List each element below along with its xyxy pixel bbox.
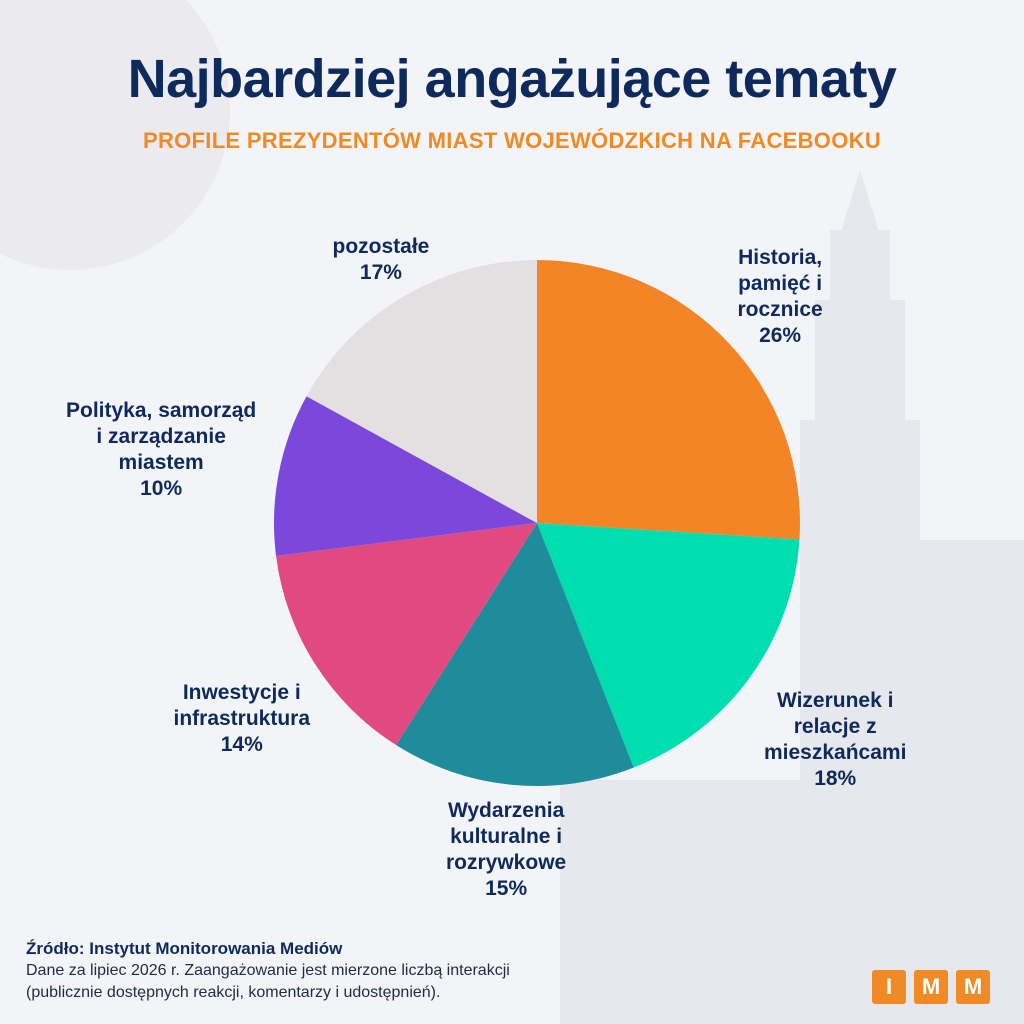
source-title: Źródło: Instytut Monitorowania Mediów <box>26 939 343 958</box>
facebook-watermark-icon <box>0 0 230 270</box>
page-subtitle: PROFILE PREZYDENTÓW MIAST WOJEWÓDZKICH N… <box>142 128 882 153</box>
slice-label-text: Wizerunek i relacje z mieszkańcami <box>764 689 907 764</box>
slice-value-label: 18% <box>814 767 857 790</box>
slice-label-text: Polityka, samorząd i zarządzanie miastem <box>66 399 257 474</box>
slice-label: Wizerunek i relacje z mieszkańcami 18% <box>764 688 906 792</box>
slice-label-text: pozostałe <box>332 235 430 258</box>
slice-value-label: 14% <box>220 733 263 756</box>
slice-value-label: 15% <box>485 877 528 900</box>
slice-label: Wydarzenia kulturalne i rozrywkowe 15% <box>446 798 566 902</box>
slice-label-text: Inwestycje i infrastruktura <box>173 681 311 730</box>
logo-letter: M <box>914 970 948 1004</box>
slice-label: Historia, pamięć i rocznice 26% <box>738 245 823 349</box>
page-title: Najbardziej angażujące tematy <box>127 49 897 109</box>
note-line-1: Dane za lipiec 2026 r. Zaangażowanie jes… <box>26 962 510 979</box>
logo-letter: M <box>956 970 990 1004</box>
pie-slice <box>274 396 537 556</box>
slice-label: Inwestycje i infrastruktura 14% <box>174 680 311 758</box>
pie-slice <box>276 523 537 746</box>
pie-slice <box>537 260 800 540</box>
slice-label-text: Wydarzenia kulturalne i rozrywkowe <box>446 799 567 874</box>
logo-letter: I <box>872 970 906 1004</box>
slice-value-label: 26% <box>759 324 802 347</box>
slice-value-label: 17% <box>359 261 402 284</box>
pie-slice <box>306 260 537 523</box>
slice-label: pozostałe 17% <box>333 234 430 286</box>
slice-label: Polityka, samorząd i zarządzanie miastem… <box>66 398 256 502</box>
pie-slice <box>537 523 800 768</box>
pie-slice <box>396 523 634 786</box>
slice-label-text: Historia, pamięć i rocznice <box>737 246 823 321</box>
slice-value-label: 10% <box>140 477 183 500</box>
source-note: Źródło: Instytut Monitorowania Mediów Da… <box>26 938 746 1004</box>
imm-logo: I M M <box>872 970 990 1004</box>
note-line-2: (publicznie dostępnych reakcji, komentar… <box>26 984 441 1001</box>
